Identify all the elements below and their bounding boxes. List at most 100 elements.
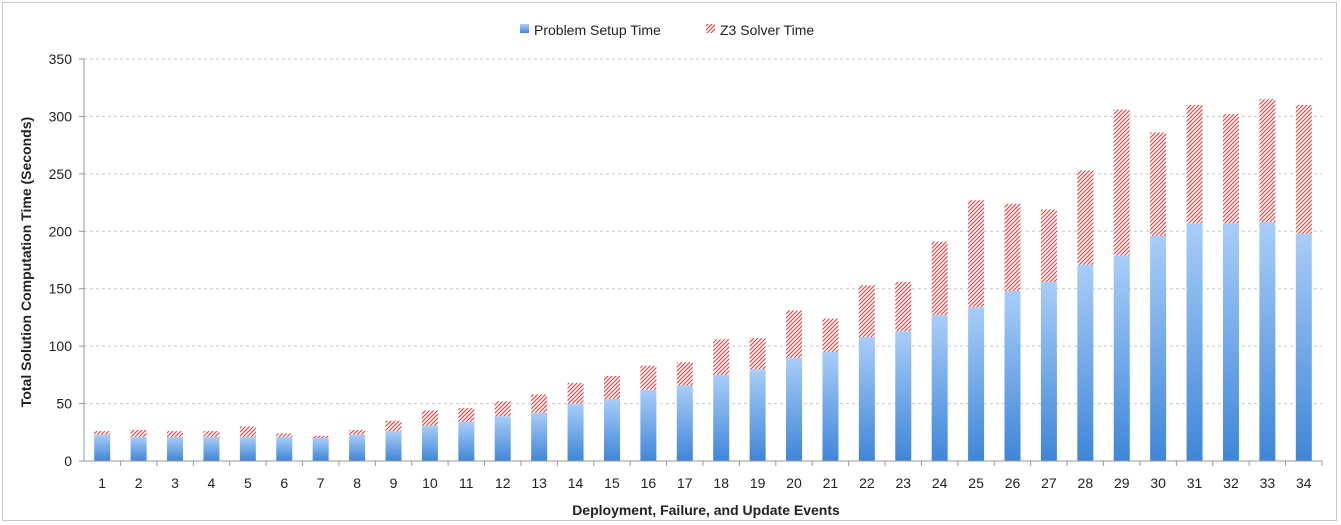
gridlines	[84, 58, 1322, 405]
bar-z3-solver	[1150, 132, 1167, 236]
x-tick-label: 4	[208, 475, 216, 491]
x-tick-label: 1	[98, 475, 106, 491]
bar-problem-setup	[349, 434, 366, 461]
x-axis-title: Deployment, Failure, and Update Events	[572, 502, 840, 518]
y-tick-label: 300	[49, 108, 73, 124]
bar-z3-solver	[458, 408, 475, 422]
bar-z3-solver	[968, 200, 985, 308]
bar-z3-solver	[1040, 209, 1057, 282]
bar-problem-setup	[239, 436, 256, 461]
y-axis-title: Total Solution Computation Time (Seconds…	[18, 117, 34, 407]
x-tick-label: 19	[750, 475, 766, 491]
y-tick-label: 150	[49, 281, 73, 297]
x-tick-label: 29	[1114, 475, 1130, 491]
y-tick-label: 0	[64, 453, 72, 469]
bar-z3-solver	[385, 420, 402, 432]
legend-label-z3-solver: Z3 Solver Time	[720, 22, 814, 38]
bar-z3-solver	[1222, 114, 1239, 224]
bar-z3-solver	[895, 281, 912, 332]
y-tick-label: 350	[49, 51, 73, 67]
bar-z3-solver	[676, 362, 693, 386]
x-tick-label: 6	[280, 475, 288, 491]
x-tick-label: 33	[1260, 475, 1276, 491]
bar-z3-solver	[203, 431, 220, 437]
bar-problem-setup	[713, 374, 730, 461]
x-tick-label: 10	[422, 475, 438, 491]
x-tick-label: 24	[932, 475, 948, 491]
y-tick-label: 50	[56, 396, 72, 412]
x-tick-label: 22	[859, 475, 875, 491]
x-tick-label: 32	[1223, 475, 1239, 491]
legend-label-problem-setup: Problem Setup Time	[534, 22, 661, 38]
bars	[94, 99, 1312, 461]
bar-problem-setup	[1077, 264, 1094, 461]
bar-problem-setup	[1004, 291, 1021, 461]
bar-z3-solver	[531, 394, 548, 413]
y-tick-label: 250	[49, 166, 73, 182]
bar-z3-solver	[1004, 203, 1021, 292]
bar-problem-setup	[1150, 235, 1167, 461]
bar-problem-setup	[531, 412, 548, 461]
bar-z3-solver	[858, 285, 875, 337]
legend-swatch-problem-setup	[520, 24, 529, 33]
bar-problem-setup	[1113, 255, 1130, 461]
bar-z3-solver	[1259, 99, 1276, 223]
y-tick-label: 100	[49, 338, 73, 354]
bar-z3-solver	[276, 433, 293, 437]
x-tick-label: 17	[677, 475, 693, 491]
bar-problem-setup	[1295, 233, 1312, 461]
y-tick-label: 200	[49, 223, 73, 239]
x-tick-label: 25	[968, 475, 984, 491]
legend: Problem Setup Time Z3 Solver Time	[520, 22, 814, 38]
bar-z3-solver	[167, 431, 184, 437]
bar-problem-setup	[1040, 281, 1057, 461]
bar-problem-setup	[1259, 222, 1276, 461]
x-tick-label: 13	[531, 475, 547, 491]
bar-z3-solver	[786, 310, 803, 358]
bar-problem-setup	[786, 357, 803, 461]
bar-z3-solver	[567, 382, 584, 404]
bar-problem-setup	[1186, 223, 1203, 461]
x-tick-label: 27	[1041, 475, 1057, 491]
x-tick-label: 31	[1187, 475, 1203, 491]
bar-z3-solver	[822, 318, 839, 352]
y-axis: 0 50 100 150 200 250 300 350	[49, 51, 85, 469]
bar-problem-setup	[1222, 223, 1239, 461]
x-tick-label: 26	[1005, 475, 1021, 491]
x-tick-label: 21	[823, 475, 839, 491]
bar-z3-solver	[312, 435, 329, 439]
bar-z3-solver	[1295, 104, 1312, 234]
x-tick-label: 14	[568, 475, 584, 491]
x-tick-label: 34	[1296, 475, 1312, 491]
x-tick-label: 3	[171, 475, 179, 491]
bar-problem-setup	[203, 436, 220, 461]
bar-problem-setup	[94, 434, 111, 461]
bar-problem-setup	[458, 421, 475, 461]
x-tick-label: 9	[390, 475, 398, 491]
bar-problem-setup	[276, 436, 293, 461]
bar-z3-solver	[349, 429, 366, 435]
bar-problem-setup	[858, 336, 875, 461]
bar-problem-setup	[567, 403, 584, 461]
bar-z3-solver	[1113, 109, 1130, 256]
bar-problem-setup	[312, 438, 329, 461]
bar-problem-setup	[749, 369, 766, 461]
bar-problem-setup	[603, 398, 620, 461]
x-tick-label: 12	[495, 475, 511, 491]
x-tick-label: 30	[1150, 475, 1166, 491]
x-tick-label: 15	[604, 475, 620, 491]
x-tick-label: 8	[353, 475, 361, 491]
bar-z3-solver	[603, 376, 620, 399]
bar-problem-setup	[385, 431, 402, 461]
bar-z3-solver	[494, 401, 511, 417]
bar-z3-solver	[1186, 104, 1203, 224]
bar-problem-setup	[494, 416, 511, 461]
x-axis: 1 2 3 4 5 6 7 8 9 10 11 12 13 14 15 16 17 18 19 20 21 22 23 24 2…	[84, 460, 1323, 491]
legend-swatch-z3-solver	[706, 24, 715, 33]
bar-z3-solver	[1077, 170, 1094, 265]
bar-z3-solver	[239, 426, 256, 437]
bar-problem-setup	[640, 389, 657, 461]
x-tick-label: 20	[786, 475, 802, 491]
x-tick-label: 2	[135, 475, 143, 491]
bar-problem-setup	[931, 315, 948, 461]
